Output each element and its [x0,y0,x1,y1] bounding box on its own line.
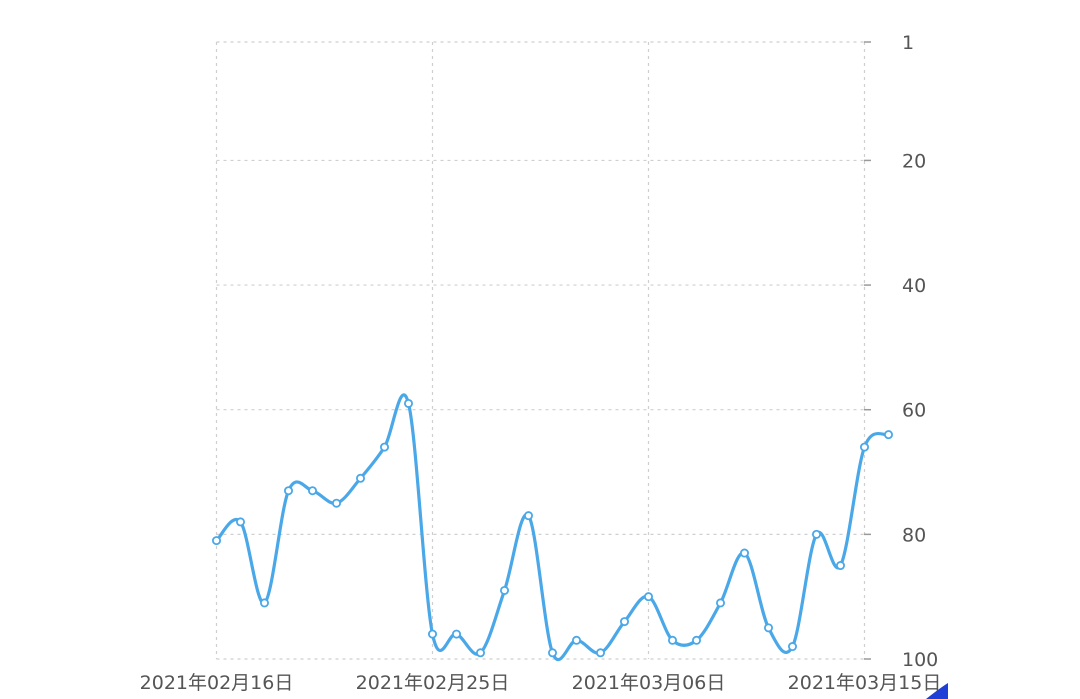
data-point[interactable] [355,473,365,483]
y-tick-label: 20 [902,150,926,172]
data-point[interactable] [596,648,606,658]
data-point[interactable] [331,498,341,508]
y-axis-ticks: 1 20 40 60 80 100 [864,32,938,671]
data-point[interactable] [620,617,630,627]
data-point[interactable] [475,648,485,658]
corner-badge-icon[interactable] [926,683,948,699]
x-axis-ticks: 2021年02月16日 2021年02月25日 2021年03月06日 2021年03… [140,672,942,694]
x-tick-label: 2021年03月15日 [788,672,942,694]
data-point[interactable] [235,517,245,527]
x-grid [215,42,866,659]
data-point[interactable] [259,598,269,608]
x-tick-label: 2021年03月06日 [572,672,726,694]
data-point[interactable] [788,642,798,652]
data-point[interactable] [572,635,582,645]
points-layer [211,398,894,658]
series-line [214,393,891,662]
data-point[interactable] [211,536,221,546]
y-grid [216,41,864,660]
data-point[interactable] [524,511,534,521]
series-layer [214,393,891,662]
data-point[interactable] [451,629,461,639]
y-tick-label: 80 [902,524,926,546]
data-point[interactable] [379,442,389,452]
data-point[interactable] [860,442,870,452]
y-tick-label: 60 [902,400,926,422]
data-point[interactable] [764,623,774,633]
data-point[interactable] [427,629,437,639]
data-point[interactable] [692,635,702,645]
data-point[interactable] [884,430,894,440]
data-point[interactable] [548,648,558,658]
data-point[interactable] [716,598,726,608]
x-tick-label: 2021年02月25日 [356,672,510,694]
data-point[interactable] [307,486,317,496]
data-point[interactable] [812,529,822,539]
y-tick-label: 100 [902,649,938,671]
y-tick-label: 1 [902,32,914,54]
data-point[interactable] [740,548,750,558]
data-point[interactable] [283,486,293,496]
data-point[interactable] [499,585,509,595]
x-tick-label: 2021年02月16日 [140,672,294,694]
data-point[interactable] [403,398,413,408]
y-tick-label: 40 [902,275,926,297]
data-point[interactable] [644,592,654,602]
data-point[interactable] [668,635,678,645]
data-point[interactable] [836,561,846,571]
